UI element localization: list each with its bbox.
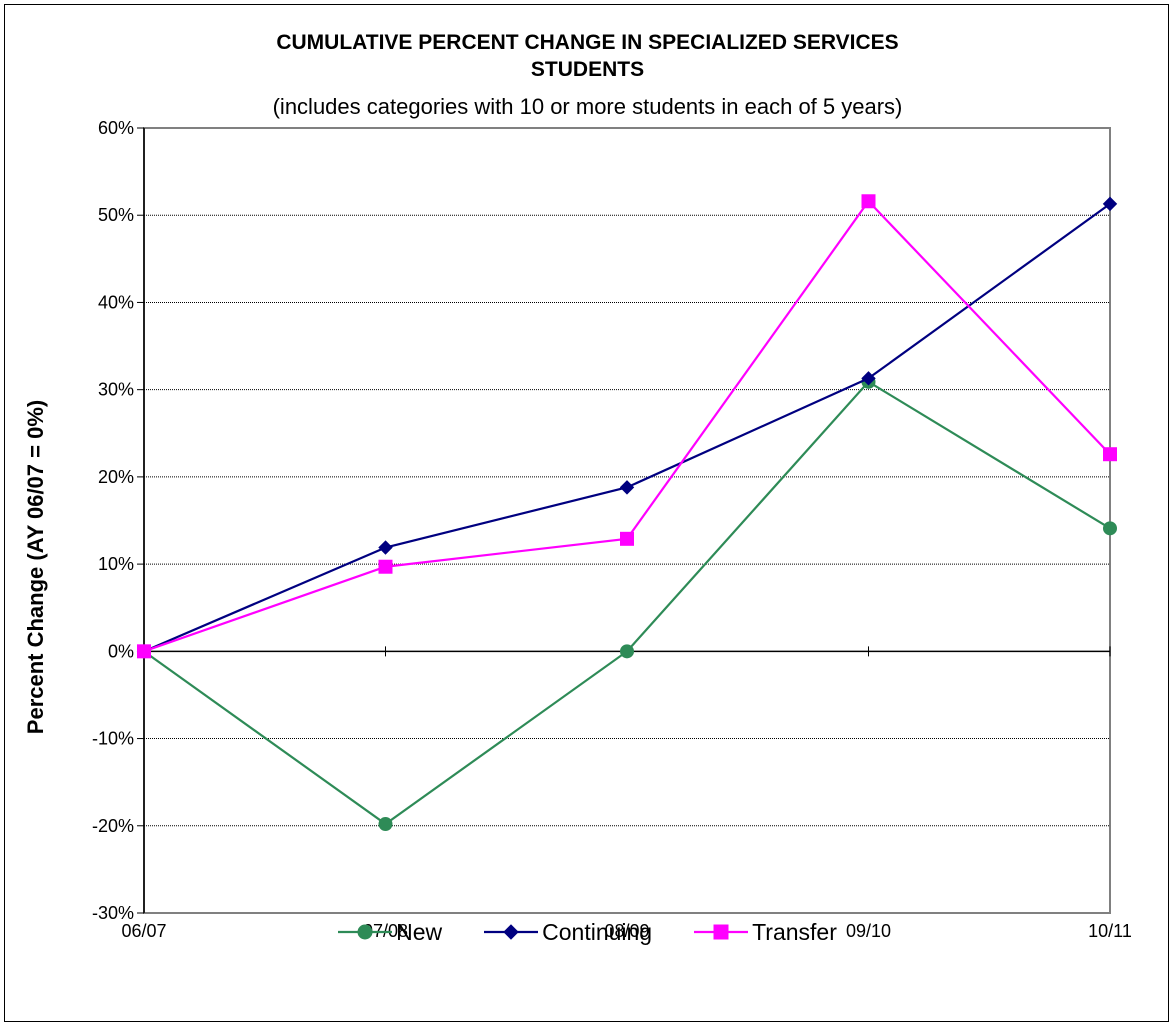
data-point-new	[1103, 521, 1117, 536]
data-point-transfer	[620, 531, 634, 546]
data-point-continuing	[861, 371, 876, 386]
x-tick-label: 09/10	[846, 921, 891, 941]
y-tick-label: -30%	[92, 903, 134, 923]
chart-title: CUMULATIVE PERCENT CHANGE IN SPECIALIZED…	[276, 31, 899, 54]
y-tick-label: -20%	[92, 816, 134, 836]
data-point-transfer	[1103, 447, 1117, 462]
legend-swatch-new	[338, 924, 393, 940]
legend-label-new: New	[396, 918, 443, 945]
data-point-continuing	[1102, 196, 1118, 212]
chart-subtitle: (includes categories with 10 or more stu…	[272, 94, 903, 119]
data-point-transfer	[378, 559, 393, 574]
y-tick-label: 0%	[108, 641, 134, 661]
y-tick-label: 50%	[98, 205, 134, 225]
x-tick-label: 10/11	[1088, 921, 1132, 941]
legend-item-continuing: Continuing	[484, 919, 652, 946]
legend-label-transfer: Transfer	[752, 918, 837, 945]
data-point-new	[620, 644, 634, 659]
legend-item-transfer: Transfer	[694, 919, 837, 946]
y-tick-label: -10%	[92, 729, 134, 749]
x-tick-label: 06/07	[121, 921, 166, 941]
data-point-transfer	[861, 194, 876, 209]
chart-title-line2: STUDENTS	[530, 58, 645, 81]
legend-item-new: New	[338, 919, 442, 946]
y-tick-label: 10%	[98, 554, 134, 574]
chart-legend: New Continuing Transfer	[0, 912, 1175, 952]
legend-swatch-transfer	[694, 924, 749, 940]
legend-swatch-continuing	[484, 924, 539, 940]
y-tick-label: 20%	[98, 467, 134, 487]
data-point-transfer	[137, 644, 151, 659]
x-tick-label: 08/09	[604, 921, 649, 941]
plot-area	[143, 127, 1111, 914]
y-tick-label: 40%	[98, 292, 134, 312]
data-point-continuing	[378, 540, 393, 555]
y-tick-label: 30%	[98, 380, 134, 400]
legend-label-continuing: Continuing	[542, 918, 653, 945]
data-point-continuing	[619, 480, 635, 495]
y-tick-label: 60%	[98, 118, 134, 138]
data-point-new	[378, 817, 393, 832]
